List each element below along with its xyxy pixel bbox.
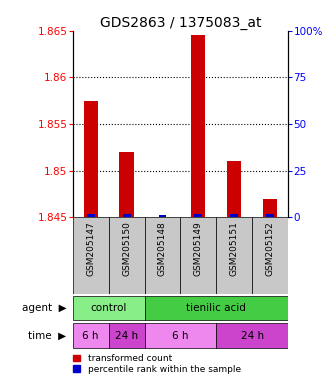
- Bar: [73, 217, 109, 294]
- Title: GDS2863 / 1375083_at: GDS2863 / 1375083_at: [100, 16, 261, 30]
- Text: agent  ▶: agent ▶: [22, 303, 66, 313]
- Legend: transformed count, percentile rank within the sample: transformed count, percentile rank withi…: [73, 354, 241, 374]
- Bar: [145, 296, 288, 320]
- Text: control: control: [90, 303, 127, 313]
- Bar: [83, 101, 98, 217]
- Text: tienilic acid: tienilic acid: [186, 303, 246, 313]
- Bar: [180, 217, 216, 294]
- Text: 6 h: 6 h: [82, 331, 99, 341]
- Text: 6 h: 6 h: [172, 331, 189, 341]
- Bar: [227, 161, 241, 217]
- Text: GSM205147: GSM205147: [86, 221, 95, 276]
- Text: GSM205150: GSM205150: [122, 221, 131, 276]
- Bar: [191, 35, 206, 217]
- Bar: [159, 215, 166, 217]
- Text: GSM205149: GSM205149: [194, 221, 203, 276]
- Text: GSM205148: GSM205148: [158, 221, 167, 276]
- Text: time  ▶: time ▶: [28, 331, 66, 341]
- Text: 24 h: 24 h: [241, 331, 264, 341]
- Bar: [145, 217, 180, 294]
- Bar: [263, 199, 277, 217]
- Bar: [145, 323, 216, 348]
- Bar: [119, 152, 134, 217]
- Bar: [109, 217, 145, 294]
- Bar: [73, 323, 109, 348]
- Bar: [123, 214, 130, 217]
- Bar: [230, 214, 238, 217]
- Bar: [194, 214, 202, 217]
- Bar: [266, 214, 274, 217]
- Bar: [87, 214, 95, 217]
- Bar: [252, 217, 288, 294]
- Text: GSM205152: GSM205152: [265, 221, 274, 276]
- Bar: [109, 323, 145, 348]
- Bar: [73, 296, 145, 320]
- Text: GSM205151: GSM205151: [230, 221, 239, 276]
- Bar: [216, 217, 252, 294]
- Bar: [216, 323, 288, 348]
- Text: 24 h: 24 h: [115, 331, 138, 341]
